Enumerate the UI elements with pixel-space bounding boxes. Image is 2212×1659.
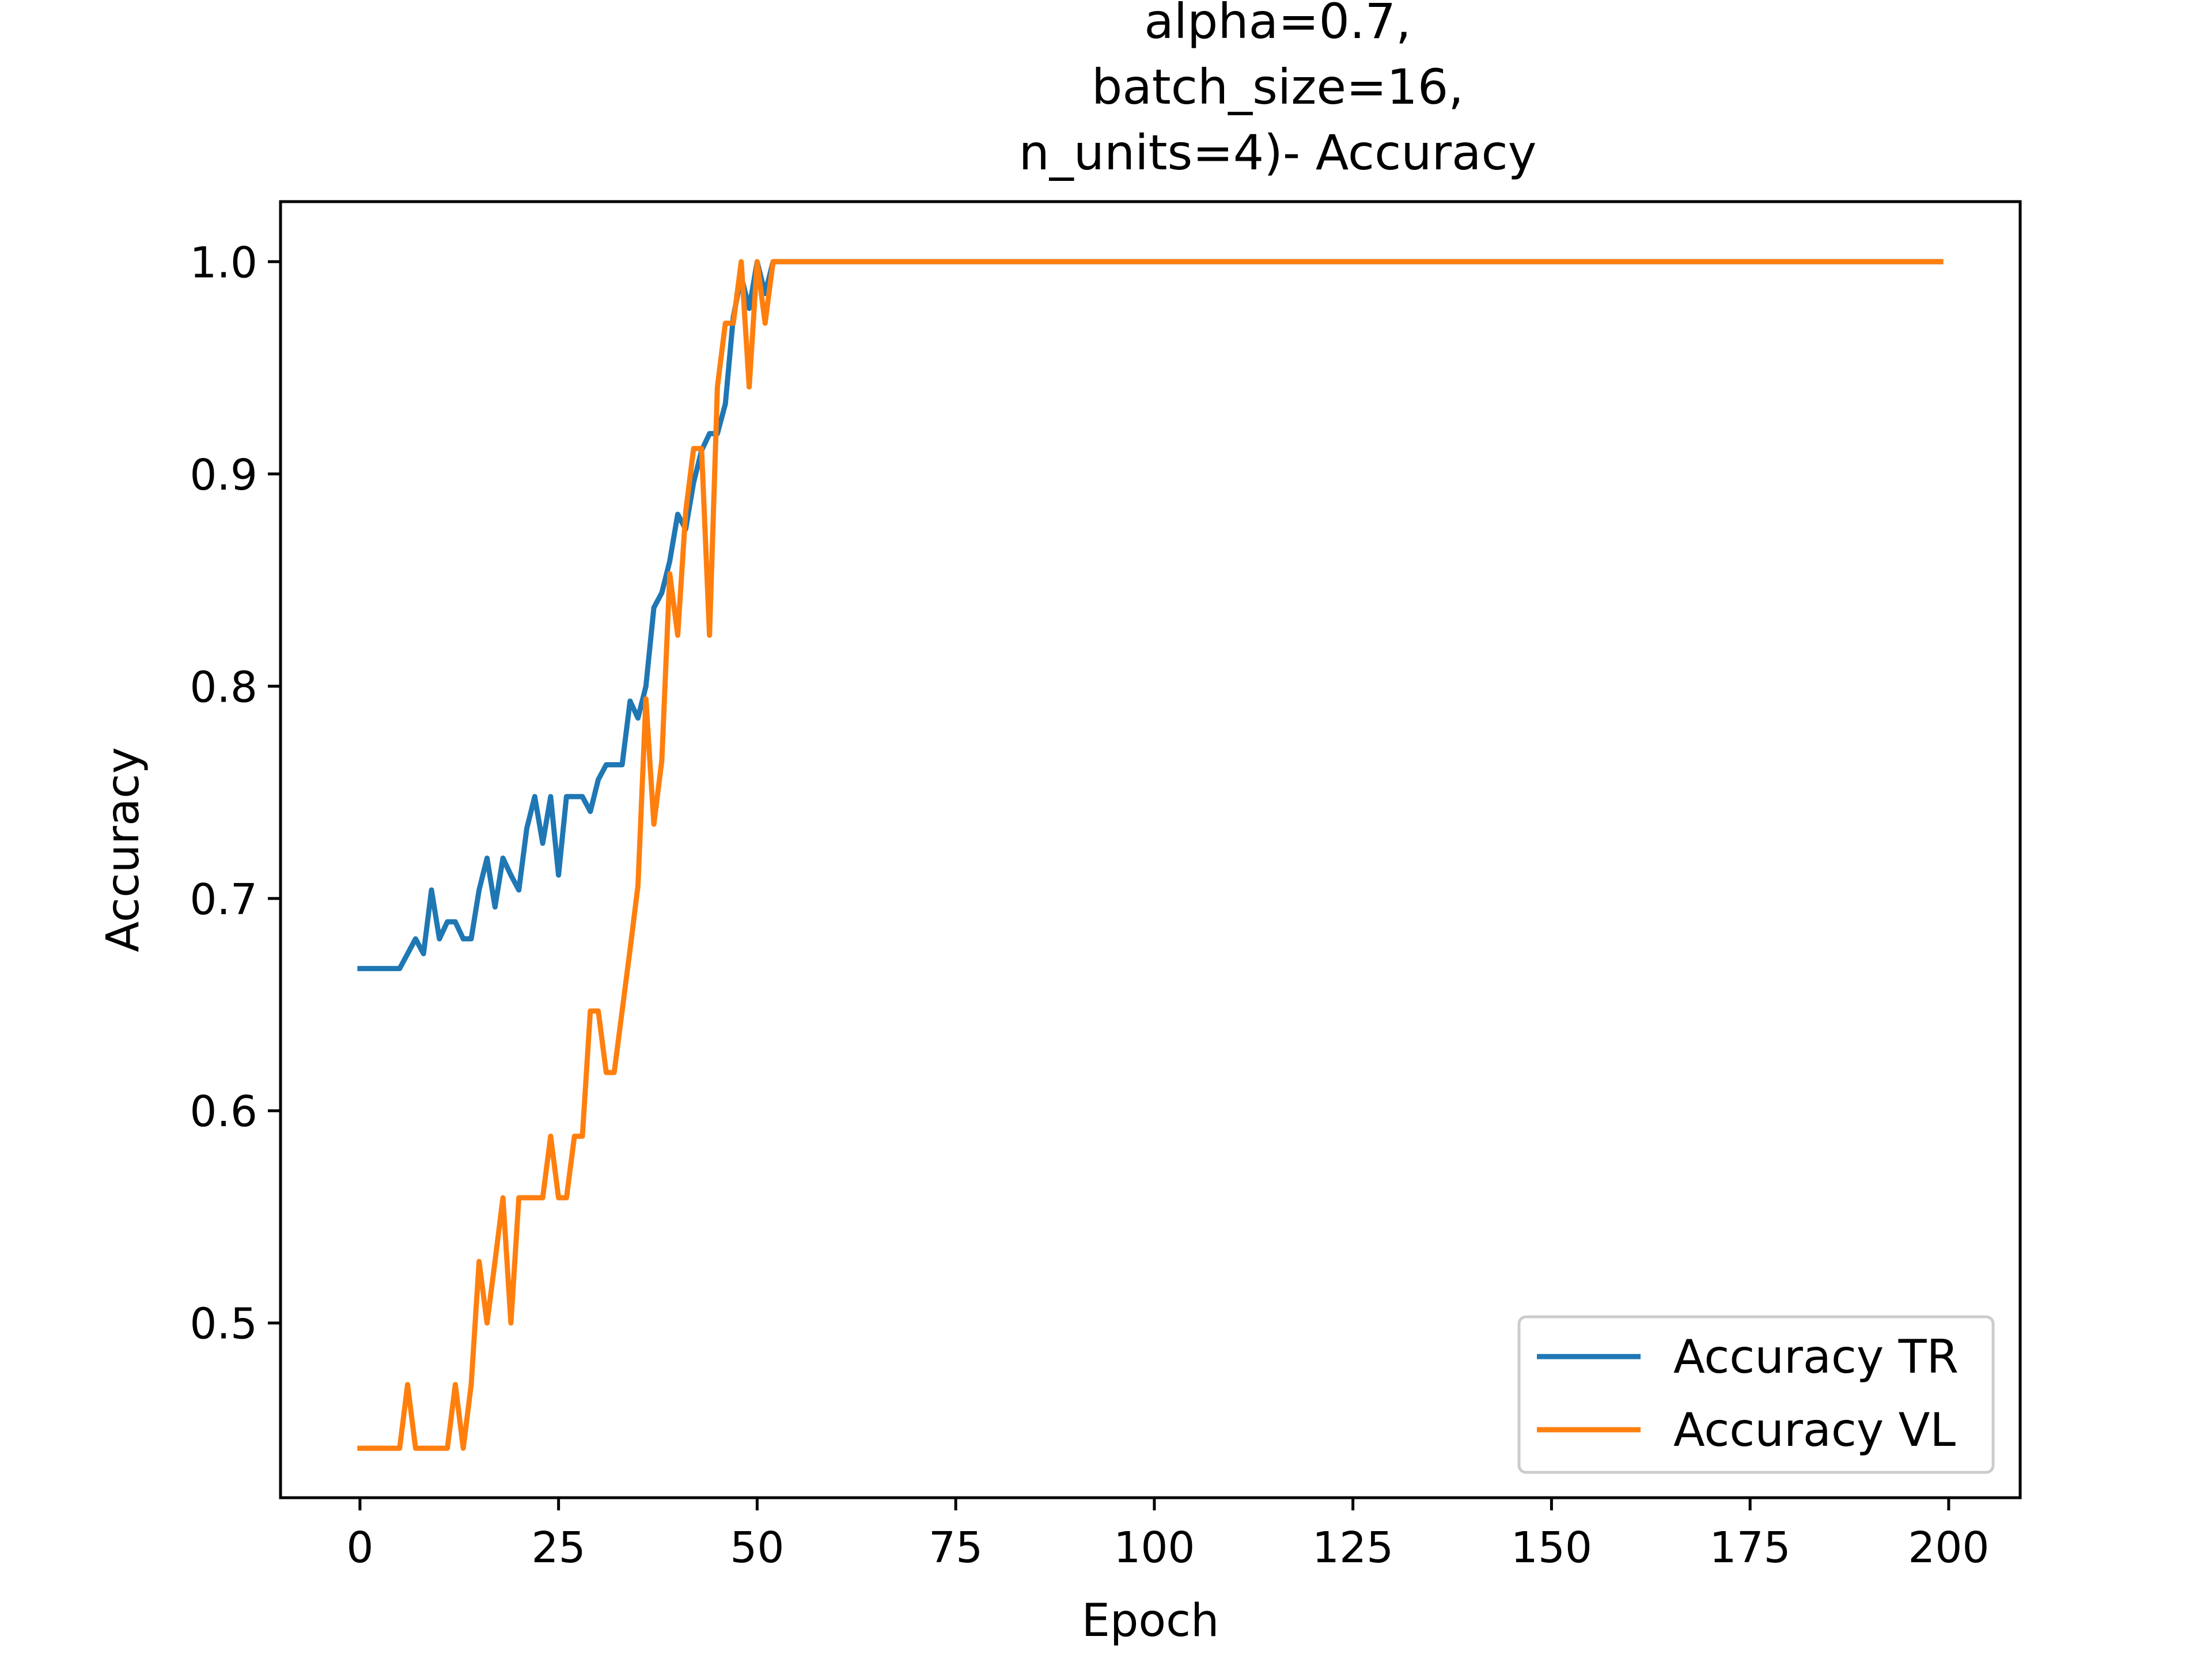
y-tick-label: 0.6	[190, 1087, 257, 1137]
x-tick-label: 150	[1511, 1523, 1592, 1573]
series-line-accuracy-vl	[357, 259, 1944, 1451]
plot-frame	[279, 200, 2022, 1499]
series-line-accuracy-tr	[357, 259, 1944, 971]
x-tick-label: 125	[1312, 1523, 1393, 1573]
y-axis-ticks: 0.5 0.6 0.7 0.8 0.9 1.0	[190, 238, 281, 1349]
x-tick-label: 0	[346, 1523, 373, 1573]
x-tick-label: 50	[730, 1523, 784, 1573]
legend-label-accuracy-tr: Accuracy TR	[1673, 1330, 1959, 1384]
chart-title-line-3: n_units=4)- Accuracy	[1019, 124, 1537, 181]
legend: Accuracy TR Accuracy VL	[1517, 1315, 1995, 1474]
x-tick-label: 100	[1113, 1523, 1195, 1573]
x-axis-ticks: 0 25 50 75 100 125 150 175 200	[346, 1498, 1990, 1573]
x-tick-label: 25	[532, 1523, 586, 1573]
legend-label-accuracy-vl: Accuracy VL	[1673, 1403, 1956, 1457]
chart-title-line-1: alpha=0.7,	[1144, 0, 1411, 50]
series-layer	[357, 259, 1944, 1451]
y-tick-label: 0.7	[190, 875, 257, 925]
x-tick-label: 175	[1710, 1523, 1791, 1573]
y-tick-label: 0.5	[190, 1300, 257, 1349]
y-tick-label: 0.9	[190, 450, 257, 500]
x-tick-label: 200	[1908, 1523, 1989, 1573]
x-axis-label: Epoch	[1082, 1595, 1219, 1647]
y-tick-label: 1.0	[190, 238, 257, 287]
x-tick-label: 75	[929, 1523, 983, 1573]
y-tick-label: 0.8	[190, 662, 257, 712]
chart-title-line-2: batch_size=16,	[1092, 59, 1464, 115]
chart-title: alpha=0.7, batch_size=16, n_units=4)- Ac…	[1019, 0, 1537, 181]
y-axis-label: Accuracy	[97, 747, 149, 952]
